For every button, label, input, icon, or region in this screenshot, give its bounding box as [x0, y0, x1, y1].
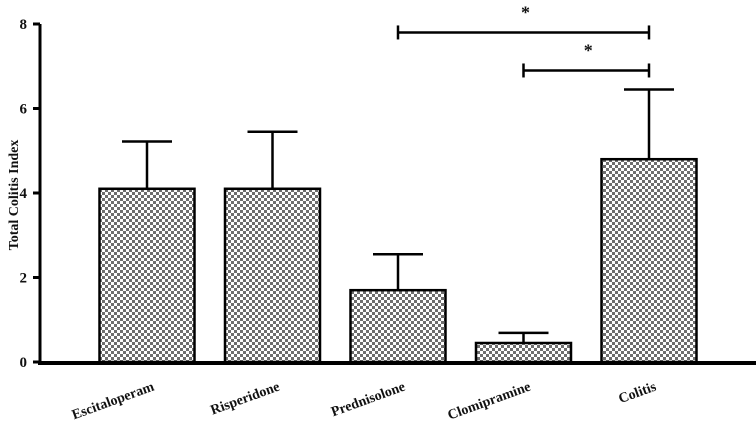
- x-axis: Escitaloperam Risperidone Prednisolone Clom…: [38, 361, 756, 424]
- significance-label: *: [521, 2, 530, 22]
- y-tick-label: 4: [20, 186, 28, 202]
- y-tick-label: 8: [20, 17, 28, 33]
- x-tick-label: Risperidone: [209, 380, 282, 419]
- x-tick-label: Prednisolone: [329, 380, 407, 421]
- bar: [349, 288, 447, 364]
- bar: [474, 341, 573, 364]
- y-axis-label: Total Colitis Index: [7, 140, 22, 251]
- bars: [98, 157, 698, 364]
- significance-brackets: **: [396, 2, 651, 78]
- y-tick-label: 2: [20, 271, 28, 287]
- error-bars: [122, 88, 674, 343]
- bar: [223, 187, 322, 364]
- bar: [600, 157, 698, 364]
- x-tick-label: Clomipramine: [446, 380, 533, 424]
- y-axis: 0 2 4 6 8: [20, 17, 42, 371]
- x-tick-label: Colitis: [617, 379, 659, 407]
- x-tick-label: Escitaloperam: [70, 380, 157, 424]
- significance-label: *: [584, 40, 593, 60]
- bar: [98, 187, 196, 364]
- y-tick-label: 6: [20, 102, 28, 118]
- y-tick-label: 0: [20, 355, 28, 371]
